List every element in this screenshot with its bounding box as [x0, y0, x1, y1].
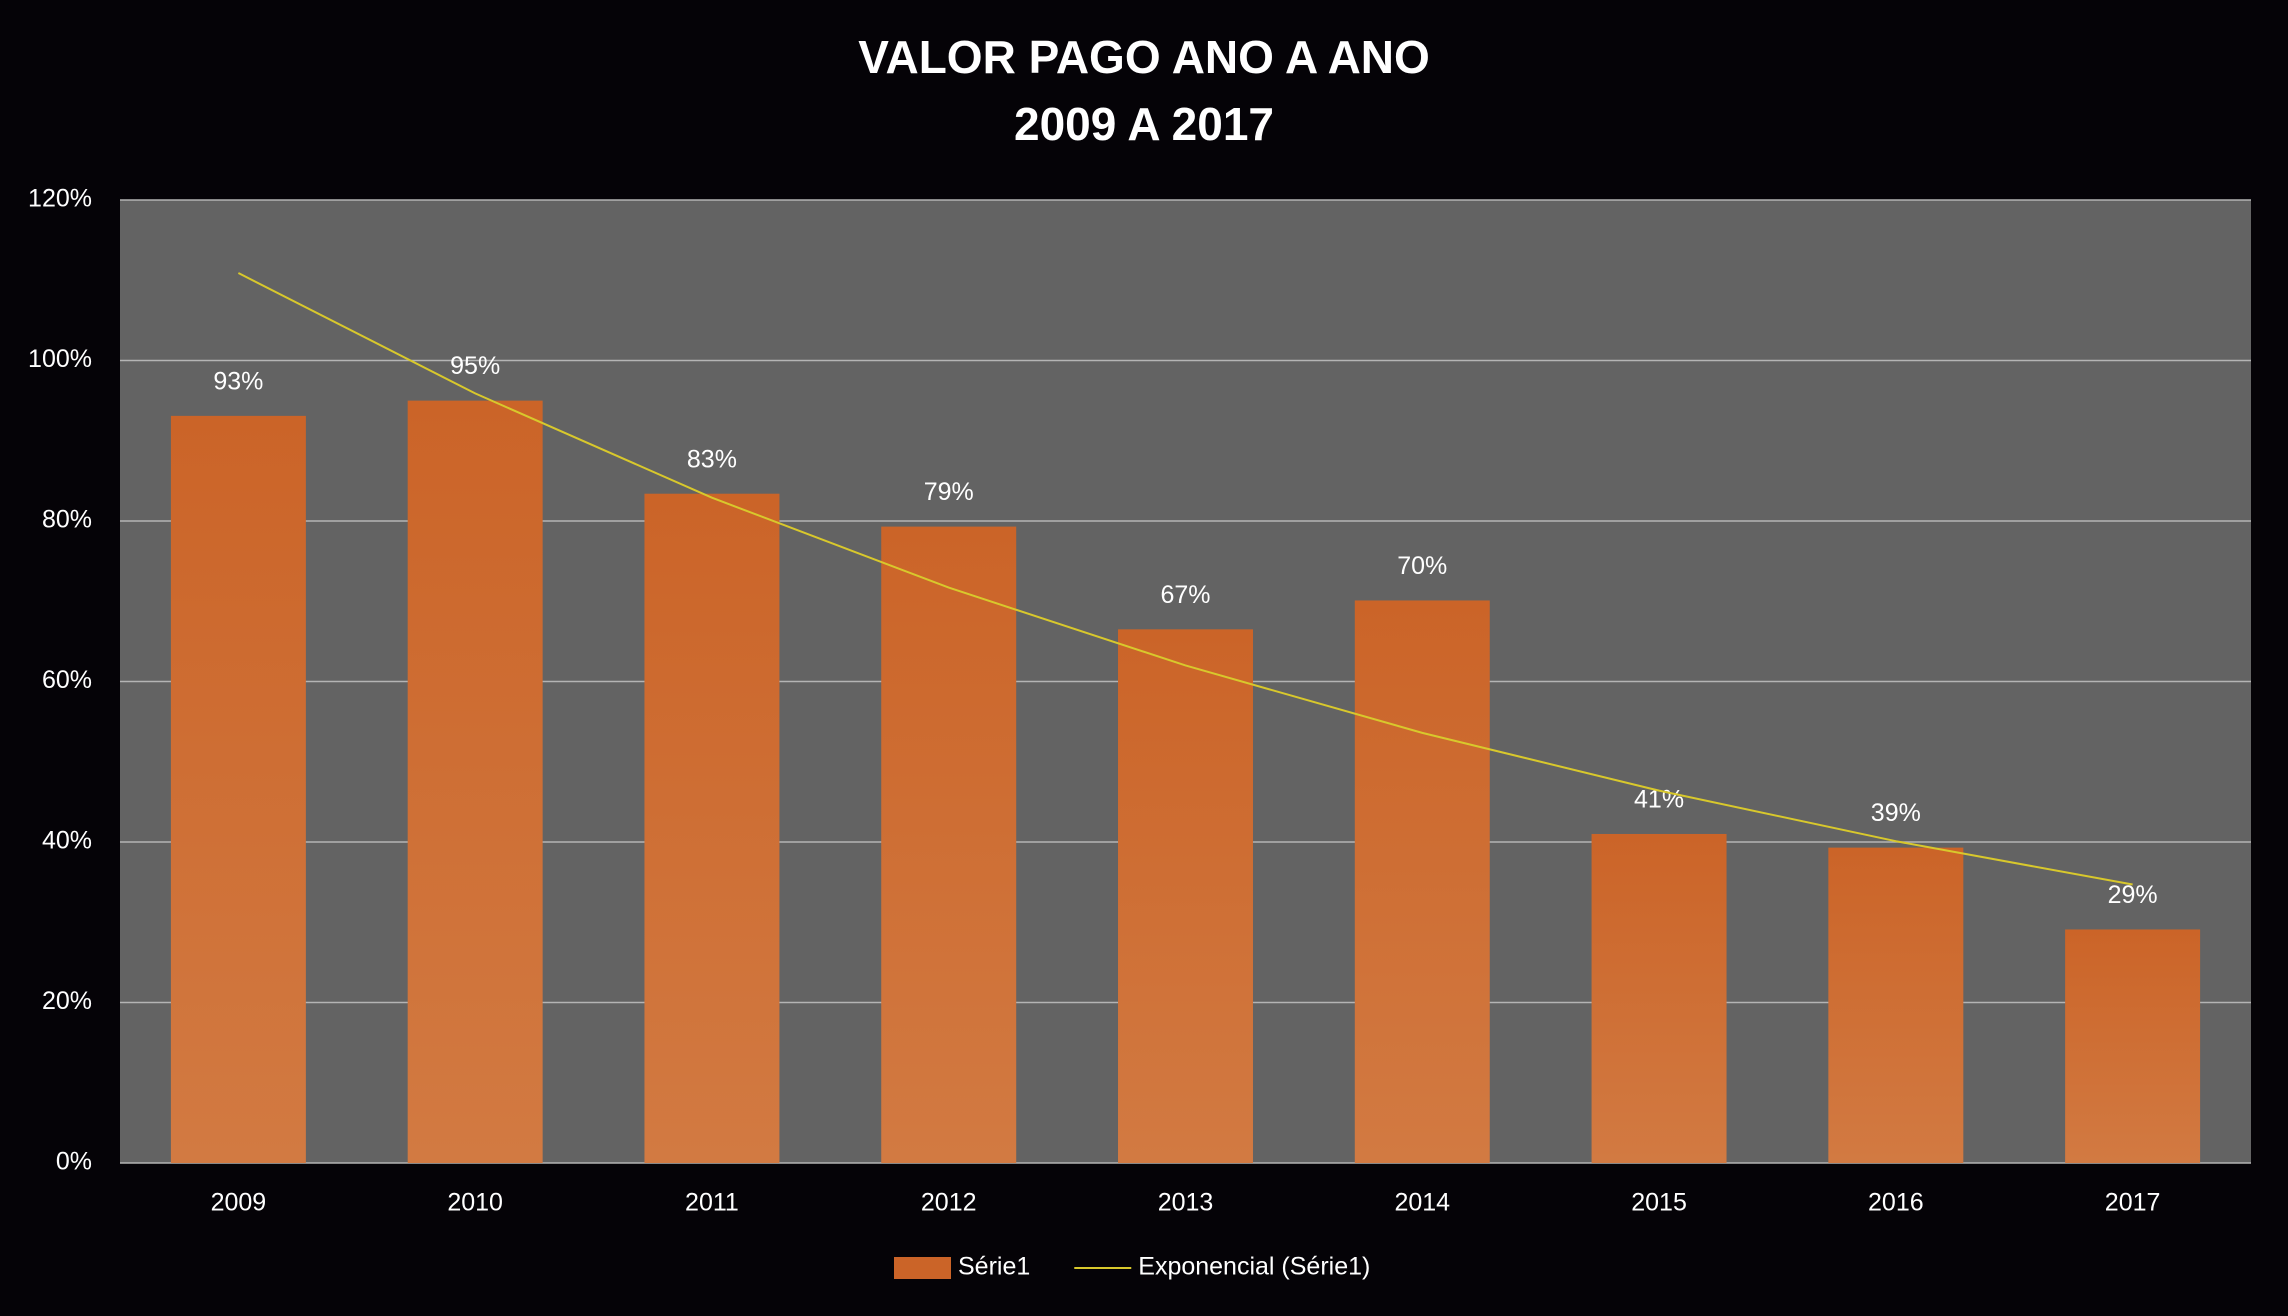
x-tick-label: 2016 [1868, 1189, 1924, 1217]
x-tick-label: 2014 [1394, 1189, 1450, 1217]
y-tick-label: 0% [56, 1148, 92, 1176]
x-tick-label: 2012 [921, 1189, 977, 1217]
data-label: 93% [213, 367, 263, 395]
y-tick-label: 120% [28, 185, 92, 213]
y-tick-label: 20% [42, 987, 92, 1015]
chart-subtitle: 2009 A 2017 [1014, 98, 1274, 150]
trend-line [237, 272, 2133, 886]
chart-title: VALOR PAGO ANO A ANO [858, 31, 1430, 83]
data-label: 39% [1871, 799, 1921, 827]
data-label: 79% [924, 478, 974, 506]
bar [2065, 929, 2201, 1163]
data-label: 29% [2108, 881, 2158, 909]
x-tick-label: 2009 [211, 1189, 267, 1217]
bar [170, 415, 306, 1163]
x-tick-label: 2017 [2105, 1189, 2161, 1217]
bar [1591, 833, 1727, 1163]
bar [881, 526, 1017, 1163]
x-tick-label: 2011 [685, 1189, 739, 1217]
bar [407, 400, 543, 1163]
y-tick-label: 60% [42, 666, 92, 694]
y-tick-label: 80% [42, 506, 92, 534]
x-tick-label: 2010 [447, 1189, 503, 1217]
y-tick-label: 100% [28, 345, 92, 373]
data-label: 70% [1397, 552, 1447, 580]
bar [1828, 847, 1964, 1163]
bar [1118, 629, 1253, 1163]
legend-label: Exponencial (Série1) [1138, 1253, 1370, 1281]
y-tick-label: 40% [42, 827, 92, 855]
x-tick-label: 2013 [1158, 1189, 1214, 1217]
data-label: 67% [1160, 581, 1210, 609]
legend-label: Série1 [958, 1253, 1030, 1281]
bar [644, 493, 780, 1164]
data-label: 83% [687, 445, 737, 473]
legend-swatch [894, 1257, 951, 1279]
data-label: 95% [450, 352, 500, 380]
x-tick-label: 2015 [1631, 1189, 1687, 1217]
bar [1354, 600, 1490, 1163]
